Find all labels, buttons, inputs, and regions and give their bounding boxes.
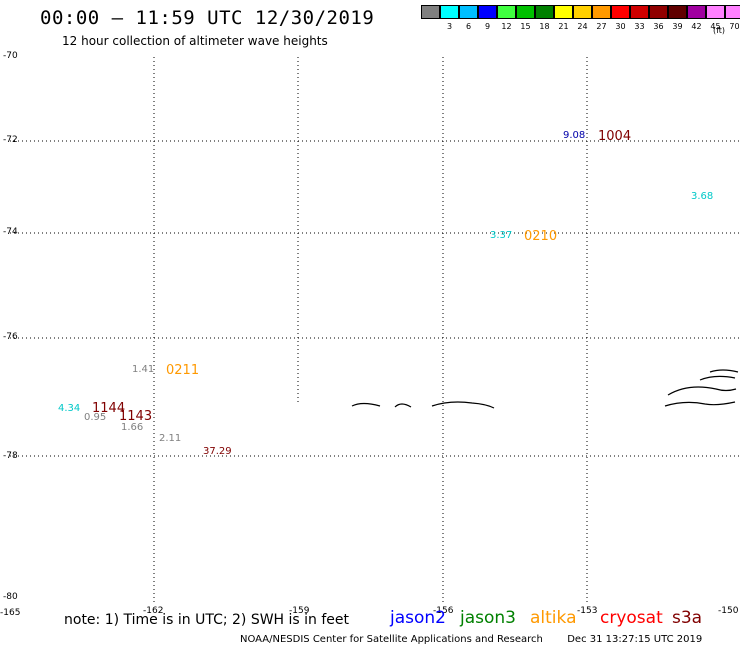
lon-label: -150 xyxy=(718,606,739,616)
footer-note: note: 1) Time is in UTC; 2) SWH is in fe… xyxy=(64,612,350,628)
satellite-jason3: jason3 xyxy=(460,608,516,628)
legend-label: 24 xyxy=(577,22,588,31)
legend-swatch xyxy=(705,5,725,19)
legend-swatch xyxy=(610,5,630,19)
legend-cell: 70 xyxy=(724,5,740,31)
observation-label: 1004 xyxy=(598,129,632,144)
lat-label: -76 xyxy=(3,332,18,342)
legend-swatch xyxy=(534,5,554,19)
legend-swatch xyxy=(477,5,497,19)
legend-swatch xyxy=(724,5,740,19)
legend-swatch xyxy=(629,5,649,19)
observation-label: 3.37 xyxy=(490,230,513,241)
legend-swatch xyxy=(648,5,668,19)
observation-label: 3.68 xyxy=(691,191,714,202)
legend-label: 27 xyxy=(596,22,607,31)
legend-label: 6 xyxy=(465,22,472,31)
legend-cell: 6 xyxy=(458,5,478,31)
legend-cell: 27 xyxy=(591,5,611,31)
legend-label: 18 xyxy=(539,22,550,31)
lat-label: -78 xyxy=(3,451,18,461)
lon-label: -165 xyxy=(0,608,21,618)
lon-label: -162 xyxy=(143,606,164,616)
observation-label: 1.66 xyxy=(121,422,144,433)
timestamp: Dec 31 13:27:15 UTC 2019 xyxy=(567,634,703,645)
legend-cell xyxy=(420,5,440,31)
legend-swatch xyxy=(667,5,687,19)
observation-label: 1144 xyxy=(92,401,126,416)
observation-label: 2.11 xyxy=(159,433,182,444)
lat-label: -70 xyxy=(3,51,18,61)
legend-label: 70 xyxy=(729,22,740,31)
page-title: 00:00 — 11:59 UTC 12/30/2019 xyxy=(40,7,375,29)
legend-cell: 33 xyxy=(629,5,649,31)
satellite-cryosat: cryosat xyxy=(600,608,663,628)
legend-label: 39 xyxy=(672,22,683,31)
lon-label: -153 xyxy=(577,606,598,616)
legend-swatch xyxy=(591,5,611,19)
credit-line: NOAA/NESDIS Center for Satellite Applica… xyxy=(240,635,702,645)
legend-swatch xyxy=(572,5,592,19)
legend-cell: 45 xyxy=(705,5,725,31)
legend-cell: 36 xyxy=(648,5,668,31)
lon-label: -156 xyxy=(433,606,454,616)
legend-swatch xyxy=(458,5,478,19)
legend-cell: 15 xyxy=(515,5,535,31)
observation-label: 1143 xyxy=(119,409,153,424)
legend-cell: 21 xyxy=(553,5,573,31)
lat-label: -74 xyxy=(3,227,18,237)
observation-label: 1.41 xyxy=(132,364,155,375)
lon-label: -159 xyxy=(289,606,310,616)
legend-swatch xyxy=(515,5,535,19)
satellite-s3a: s3a xyxy=(672,608,703,628)
color-legend: 3 6 9 12 15 18 21 24 27 30 33 36 39 42 45 70 (ft) xyxy=(420,5,740,35)
legend-cell: 42 xyxy=(686,5,706,31)
observation-label: 37.29 xyxy=(203,446,232,457)
legend-swatch xyxy=(420,5,440,19)
legend-unit: (ft) xyxy=(713,26,726,35)
legend-label: 45 xyxy=(710,22,721,31)
satellite-jason2: jason2 xyxy=(390,608,446,628)
observation-label: 0.95 xyxy=(84,412,107,423)
legend-cell: 9 xyxy=(477,5,497,31)
legend-label: 36 xyxy=(653,22,664,31)
legend-cell: 24 xyxy=(572,5,592,31)
legend-swatch xyxy=(439,5,459,19)
legend-label: 15 xyxy=(520,22,531,31)
legend-label: 42 xyxy=(691,22,702,31)
page-subtitle: 12 hour collection of altimeter wave hei… xyxy=(62,34,328,48)
legend-label: 12 xyxy=(501,22,512,31)
observation-label: 0210 xyxy=(524,229,558,244)
credit-text: NOAA/NESDIS Center for Satellite Applica… xyxy=(240,634,543,645)
legend-swatch xyxy=(496,5,516,19)
legend-label: 9 xyxy=(484,22,491,31)
legend-label: 21 xyxy=(558,22,569,31)
lat-label: -80 xyxy=(3,592,18,602)
legend-cell: 3 xyxy=(439,5,459,31)
legend-cell: 12 xyxy=(496,5,516,31)
legend-label: 3 xyxy=(446,22,453,31)
observation-label: 0211 xyxy=(166,363,200,378)
legend-swatch xyxy=(686,5,706,19)
lat-label: -72 xyxy=(3,135,18,145)
legend-cell: 39 xyxy=(667,5,687,31)
legend-cell: 30 xyxy=(610,5,630,31)
legend-label: 33 xyxy=(634,22,645,31)
observation-label: 9.08 xyxy=(563,130,586,141)
legend-swatch xyxy=(553,5,573,19)
legend-label: 30 xyxy=(615,22,626,31)
coastline xyxy=(351,369,739,409)
legend-cell: 18 xyxy=(534,5,554,31)
observation-label: 4.34 xyxy=(58,403,81,414)
satellite-altika: altika xyxy=(530,608,577,628)
